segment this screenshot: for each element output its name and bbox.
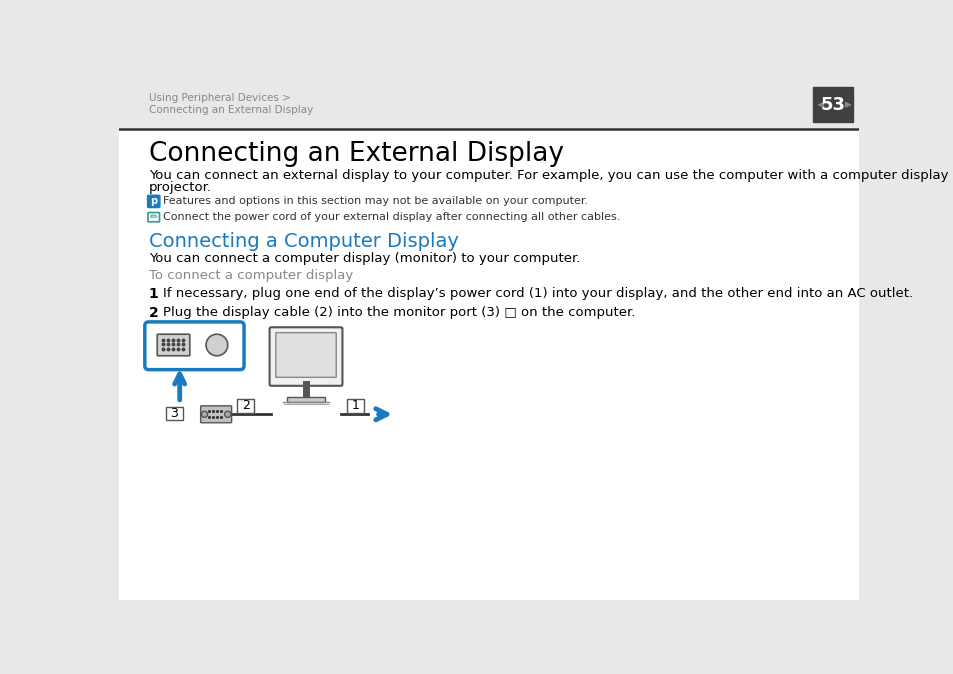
Text: Features and options in this section may not be available on your computer.: Features and options in this section may… xyxy=(163,196,588,206)
FancyBboxPatch shape xyxy=(275,333,335,377)
FancyBboxPatch shape xyxy=(145,322,244,369)
FancyBboxPatch shape xyxy=(270,328,342,386)
Circle shape xyxy=(206,334,228,356)
Text: To connect a computer display: To connect a computer display xyxy=(149,269,353,282)
Circle shape xyxy=(201,411,208,417)
Text: You can connect an external display to your computer. For example, you can use t: You can connect an external display to y… xyxy=(149,168,953,182)
Text: 2: 2 xyxy=(241,399,250,412)
Text: ✏: ✏ xyxy=(150,212,157,222)
Text: 2: 2 xyxy=(149,306,158,319)
Text: 3: 3 xyxy=(171,407,178,420)
Bar xyxy=(286,396,325,402)
Text: Using Peripheral Devices >: Using Peripheral Devices > xyxy=(149,93,291,103)
Text: Connect the power cord of your external display after connecting all other cable: Connect the power cord of your external … xyxy=(163,212,620,222)
Text: 53: 53 xyxy=(820,96,844,114)
FancyBboxPatch shape xyxy=(148,212,159,222)
Text: 1: 1 xyxy=(149,287,158,301)
Text: If necessary, plug one end of the display’s power cord (1) into your display, an: If necessary, plug one end of the displa… xyxy=(162,287,912,300)
Bar xyxy=(119,81,858,129)
FancyBboxPatch shape xyxy=(347,399,364,412)
Bar xyxy=(812,87,852,123)
Circle shape xyxy=(224,411,231,417)
Text: Connecting a Computer Display: Connecting a Computer Display xyxy=(149,232,458,251)
Text: projector.: projector. xyxy=(149,181,212,194)
FancyBboxPatch shape xyxy=(148,195,160,208)
Text: Connecting an External Display: Connecting an External Display xyxy=(149,141,563,167)
Text: 1: 1 xyxy=(352,399,359,412)
FancyBboxPatch shape xyxy=(166,406,183,421)
Text: Connecting an External Display: Connecting an External Display xyxy=(149,104,313,115)
FancyBboxPatch shape xyxy=(157,334,190,356)
Text: You can connect a computer display (monitor) to your computer.: You can connect a computer display (moni… xyxy=(149,252,579,265)
Text: p: p xyxy=(150,196,157,206)
FancyBboxPatch shape xyxy=(200,406,232,423)
Text: Plug the display cable (2) into the monitor port (3) □ on the computer.: Plug the display cable (2) into the moni… xyxy=(162,306,635,319)
FancyBboxPatch shape xyxy=(236,399,253,412)
